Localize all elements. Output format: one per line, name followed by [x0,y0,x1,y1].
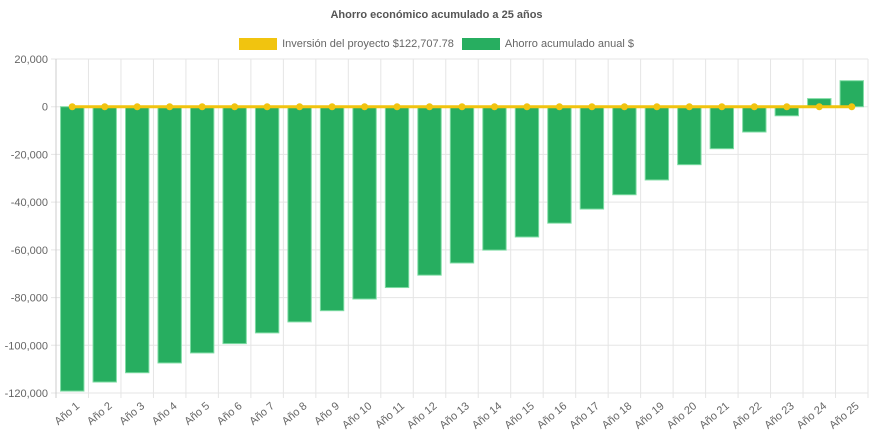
investment-point [426,103,434,111]
x-tick-label: Año 11 [373,400,407,431]
investment-point [685,103,693,111]
legend-swatch-savings [461,38,500,50]
investment-point [653,103,661,111]
x-tick-label: Año 4 [150,400,180,428]
x-tick-label: Año 7 [247,400,277,428]
bar [449,106,475,264]
legend-label-savings: Ahorro acumulado anual $ [504,38,634,50]
x-tick-label: Año 1 [52,400,82,428]
bar [709,106,735,150]
x-tick-label: Año 16 [535,400,569,432]
investment-point [750,103,758,111]
x-tick-label: Año 5 [182,400,212,428]
x-tick-label: Año 19 [632,400,666,432]
legend-item-savings[interactable]: Ahorro acumulado anual $ [461,38,634,50]
bar [125,106,150,374]
y-tick-label: -40,000 [11,197,48,209]
x-tick-label: Año 25 [827,400,861,432]
investment-point [523,103,531,111]
x-tick-label: Año 8 [280,400,310,428]
x-tick-label: Año 12 [405,400,439,432]
legend-label-investment: Inversión del proyecto $122,707.78 [282,38,454,50]
investment-point [620,103,628,111]
x-tick-label: Año 24 [795,400,829,432]
bar [287,106,312,323]
investment-point [133,103,141,111]
bar [514,106,540,238]
investment-point [166,103,174,111]
investment-point [718,103,726,111]
bar [839,80,864,108]
bar [742,106,767,133]
bar [319,106,345,312]
bar [482,106,507,251]
investment-point [68,103,76,111]
x-tick-label: Año 20 [665,400,699,432]
legend-swatch-investment [239,38,278,50]
x-tick-label: Año 22 [730,400,764,432]
y-tick-label: 20,000 [14,54,48,66]
bar [254,106,280,334]
x-tick-label: Año 21 [697,400,731,432]
x-tick-label: Año 15 [502,400,536,432]
bar [157,106,182,364]
x-tick-label: Año 6 [215,400,245,428]
x-tick-label: Año 3 [117,400,147,428]
x-tick-label: Año 23 [762,400,796,432]
bar [547,106,572,224]
investment-point [555,103,563,111]
investment-point [231,103,239,111]
bar [222,106,247,345]
bar [677,106,702,166]
bar [417,106,442,276]
investment-point [815,103,823,111]
bar [189,106,215,354]
x-tick-label: Año 13 [437,400,471,432]
chart-title: Ahorro económico acumulado a 25 años [330,9,543,21]
x-tick-label: Año 10 [340,400,374,432]
bar [352,106,377,300]
investment-point [198,103,206,111]
x-tick-label: Año 2 [85,400,115,428]
legend: Inversión del proyecto $122,707.78 Ahorr… [0,38,873,50]
y-tick-label: -60,000 [11,245,48,257]
investment-point [490,103,498,111]
y-tick-label: -120,000 [5,388,48,400]
y-tick-label: -80,000 [11,293,48,305]
x-tick-label: Año 9 [312,400,342,428]
y-tick-label: -100,000 [5,340,48,352]
investment-point [296,103,304,111]
bar [92,106,117,383]
investment-point [361,103,369,111]
investment-point [393,103,401,111]
x-tick-label: Año 17 [567,400,601,432]
legend-item-investment[interactable]: Inversión del proyecto $122,707.78 [239,38,454,50]
investment-point [458,103,466,111]
bar [612,106,637,196]
investment-point [783,103,791,111]
bar [60,106,85,392]
investment-point [588,103,596,111]
y-tick-label: -20,000 [11,149,48,161]
investment-point [101,103,109,111]
y-tick-label: 0 [42,102,48,114]
x-tick-label: Año 18 [600,400,634,432]
investment-point [848,103,856,111]
bar [644,106,670,181]
investment-point [263,103,271,111]
bar [579,106,605,210]
bar [384,106,410,289]
investment-point [328,103,336,111]
x-tick-label: Año 14 [470,400,504,432]
